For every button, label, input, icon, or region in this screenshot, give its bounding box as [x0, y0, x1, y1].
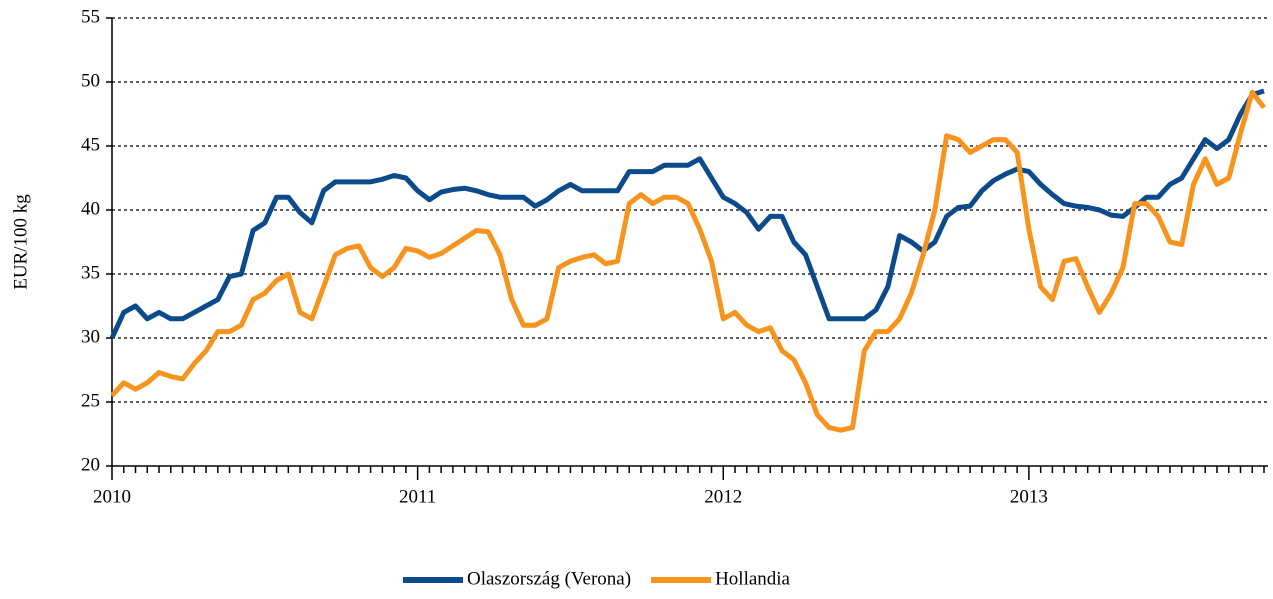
data-line — [110, 89, 1266, 433]
y-tick-label: 30 — [81, 326, 100, 347]
x-tick-label: 2010 — [93, 486, 131, 507]
legend-label: Hollandia — [715, 568, 790, 589]
legend-label: Olaszország (Verona) — [467, 568, 631, 589]
y-tick-label: 20 — [81, 454, 100, 475]
y-tick-label: 25 — [81, 390, 100, 411]
data-line — [109, 88, 1265, 340]
y-tick-label: 40 — [81, 198, 100, 219]
y-tick-label: 35 — [81, 262, 100, 283]
x-tick-label: 2013 — [1010, 486, 1048, 507]
y-tick-label: 55 — [81, 6, 100, 27]
y-tick-label: 45 — [81, 134, 100, 155]
x-tick-label: 2011 — [399, 486, 436, 507]
y-tick-label: 50 — [81, 70, 100, 91]
x-tick-label: 2012 — [704, 486, 742, 507]
y-axis-title: EUR/100 kg — [10, 194, 31, 290]
